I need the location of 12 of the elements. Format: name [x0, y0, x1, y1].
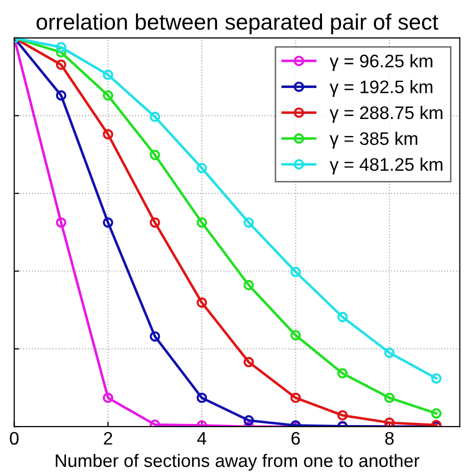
x-tick-label: 6 — [292, 432, 300, 445]
legend-label: γ = 385 km — [330, 132, 418, 149]
x-tick-label: 2 — [104, 432, 112, 445]
legend-label: γ = 192.5 km — [330, 80, 432, 97]
x-tick-label: 4 — [197, 432, 206, 445]
x-tick-label: 8 — [385, 432, 394, 445]
legend-label: γ = 288.75 km — [330, 106, 442, 123]
x-tick-label: 0 — [10, 432, 19, 445]
x-axis-title: Number of sections away from one to another — [56, 454, 420, 471]
legend-label: γ = 481.25 km — [330, 158, 442, 174]
chart-title: orrelation between separated pair of sect — [36, 13, 438, 34]
legend-label: γ = 96.25 km — [330, 54, 432, 71]
